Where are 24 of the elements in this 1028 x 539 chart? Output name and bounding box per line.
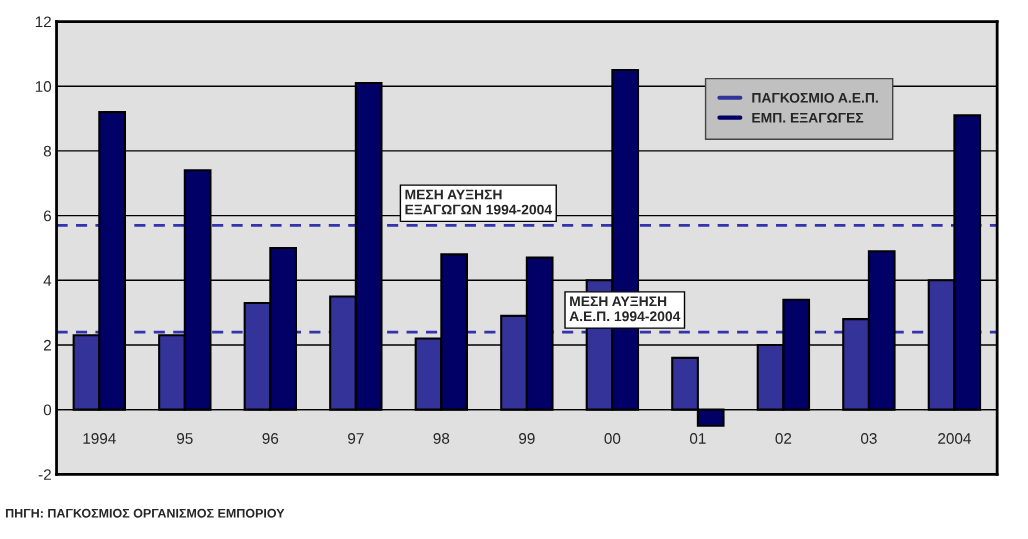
x-tick-label: 02 — [775, 433, 792, 444]
legend-label: ΠΑΓΚΟΣΜΙΟ Α.Ε.Π. — [752, 92, 878, 103]
legend-label: ΕΜΠ. ΕΞΑΓΩΓΕΣ — [752, 112, 864, 123]
x-tick-label: 00 — [604, 433, 621, 444]
x-tick-label: 99 — [519, 433, 535, 444]
y-tick-label: 2 — [43, 339, 51, 351]
ref-line-label: ΜΕΣΗ ΑΥΞΗΣΗ Α.Ε.Π. 1994-2004 — [569, 296, 681, 322]
x-tick-label: 1994 — [83, 433, 116, 444]
x-tick-label: 96 — [262, 433, 279, 444]
x-tick-label: 03 — [860, 433, 877, 444]
x-tick-label: 01 — [689, 433, 706, 444]
y-tick-label: 4 — [43, 275, 52, 286]
x-tick-label: 98 — [433, 433, 450, 444]
y-tick-label: 0 — [43, 404, 52, 416]
y-tick-label: 12 — [35, 16, 51, 28]
x-tick-label: 97 — [348, 433, 364, 444]
ref-line-label: ΜΕΣΗ ΑΥΞΗΣΗ ΕΞΑΓΩΓΩΝ 1994-2004 — [405, 189, 552, 215]
y-tick-label: 6 — [43, 210, 52, 222]
x-tick-label: 95 — [177, 433, 193, 444]
text: ΠΗΓΗ: ΠΑΓΚΟΣΜΙΟΣ ΟΡΓΑΝΙΣΜΟΣ ΕΜΠΟΡΙΟΥ — [5, 508, 285, 518]
y-tick-label: 10 — [35, 81, 52, 92]
y-tick-label: -2 — [38, 469, 51, 480]
x-tick-label: 2004 — [938, 433, 971, 444]
y-tick-label: 8 — [43, 145, 52, 157]
